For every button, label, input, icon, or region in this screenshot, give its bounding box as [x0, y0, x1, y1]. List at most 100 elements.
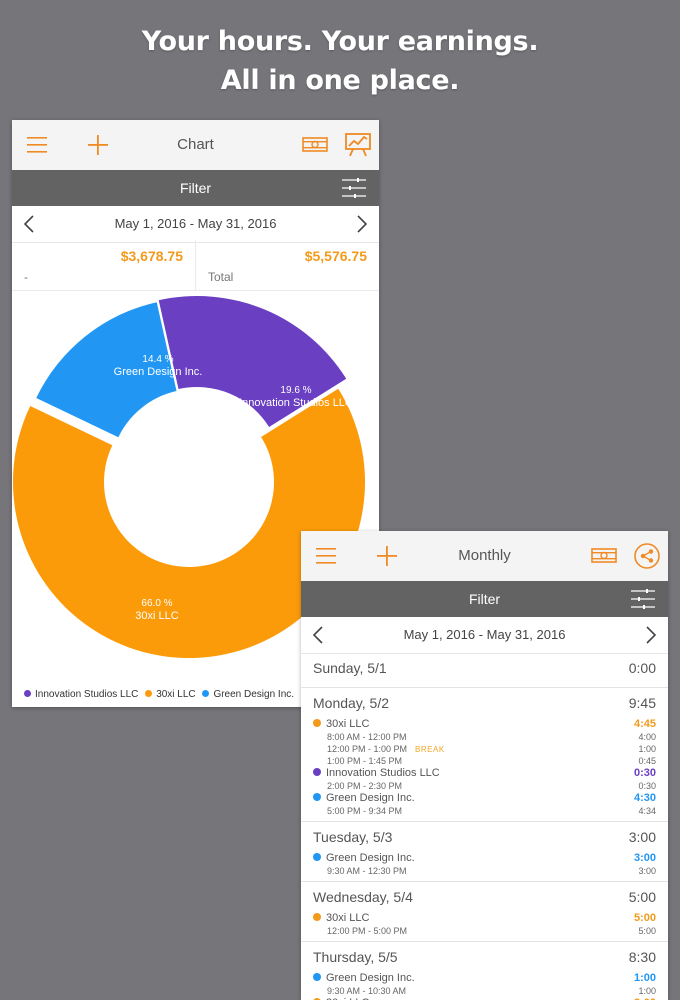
slice-label-30xi: 66.0 % 30xi LLC [82, 598, 232, 622]
legend-dot [24, 689, 31, 697]
time-row[interactable]: 9:30 AM - 10:30 AM 1:00 [313, 985, 656, 997]
day-header: Wednesday, 5/4 5:00 [313, 882, 656, 912]
legend-item: Innovation Studios LLC [24, 689, 138, 700]
time-row[interactable]: 9:30 AM - 12:30 PM 3:00 [313, 865, 656, 877]
day-total: 3:00 [628, 829, 656, 845]
time-range: 8:00 AM - 12:00 PM [327, 732, 407, 742]
client-name: Green Design Inc. [326, 792, 415, 804]
slice-name: 30xi LLC [135, 610, 179, 622]
sliders-icon[interactable] [630, 586, 656, 612]
totals-row: $3,678.75 - $5,576.75 Total [12, 240, 379, 291]
chevron-right-icon[interactable] [640, 625, 660, 645]
legend-dot [145, 689, 153, 697]
totals-cell: $5,576.75 Total [196, 240, 379, 290]
time-row[interactable]: 12:00 PM - 1:00 PM BREAK 1:00 [313, 743, 656, 755]
menu-icon[interactable] [25, 132, 51, 158]
time-row[interactable]: 5:00 PM - 9:34 PM 4:34 [313, 805, 656, 817]
chart-screen: Chart Filter May 1, 2016 - May 31 [12, 120, 379, 707]
client-entry[interactable]: Green Design Inc. 1:00 [313, 972, 656, 985]
slice-label-green: 14.4 % Green Design Inc. [83, 354, 233, 378]
money-icon[interactable] [590, 543, 618, 569]
client-color-dot [313, 913, 321, 922]
donut-slice[interactable] [12, 388, 365, 658]
add-icon[interactable] [374, 543, 400, 569]
chevron-left-icon[interactable] [309, 625, 329, 645]
monthly-toolbar: Monthly [301, 531, 668, 582]
client-color-dot [313, 998, 321, 1000]
page-title: Chart [177, 136, 214, 153]
amount: $5,576.75 [304, 248, 367, 264]
day-group[interactable]: Tuesday, 5/3 3:00 Green Design Inc. 3:00 9:3… [301, 822, 668, 882]
donut-slice[interactable] [158, 296, 347, 427]
client-name: 30xi LLC [326, 912, 370, 924]
client-color-dot [313, 853, 321, 862]
filter-bar[interactable]: Filter [12, 170, 379, 206]
client-entry[interactable]: Innovation Studios LLC 0:30 [313, 767, 656, 780]
headline-line-2: All in one place. [220, 65, 460, 96]
legend-label: Innovation Studios LLC [35, 689, 139, 700]
filter-label: Filter [179, 180, 212, 196]
time-row[interactable]: 1:00 PM - 1:45 PM 0:45 [313, 755, 656, 767]
row-hours: 3:00 [638, 866, 656, 876]
client-name: Green Design Inc. [326, 972, 415, 984]
chevron-left-icon[interactable] [20, 214, 40, 234]
slice-percent: 19.6 % [280, 385, 312, 396]
day-name: Monday, 5/2 [313, 695, 390, 711]
time-range: 5:00 PM - 9:34 PM [327, 806, 403, 816]
chart-legend: Innovation Studios LLC 30xi LLC Green De… [24, 689, 379, 707]
monthly-screen: Monthly Filter May [301, 531, 668, 1000]
day-total: 0:00 [628, 660, 656, 676]
slice-name: Innovation Studios LLC [239, 397, 353, 409]
presentation-chart-icon[interactable] [344, 130, 372, 158]
day-group[interactable]: Sunday, 5/1 0:00 [301, 653, 668, 688]
time-row[interactable]: 12:00 PM - 5:00 PM 5:00 [313, 925, 656, 937]
time-range: 12:00 PM - 1:00 PM [327, 744, 408, 754]
money-icon[interactable] [301, 132, 329, 158]
legend-label: 30xi LLC [156, 689, 196, 700]
client-entry[interactable]: 30xi LLC 5:00 [313, 912, 656, 925]
time-range: 2:00 PM - 2:30 PM [327, 781, 403, 791]
headline-line-1: Your hours. Your earnings. [141, 26, 539, 57]
date-range-bar: May 1, 2016 - May 31, 2016 [12, 206, 379, 243]
divider [195, 240, 196, 290]
row-hours: 0:45 [638, 756, 656, 766]
share-icon[interactable] [634, 543, 660, 569]
donut-slice[interactable] [36, 302, 177, 438]
donut-chart [12, 296, 365, 658]
chevron-right-icon[interactable] [351, 214, 371, 234]
day-group[interactable]: Monday, 5/2 9:45 30xi LLC 4:45 8:00 AM - 12:… [301, 688, 668, 822]
legend-item: Green Design Inc. [202, 689, 294, 700]
client-entry[interactable]: 30xi LLC 4:45 [313, 718, 656, 731]
client-entry[interactable]: Green Design Inc. 4:30 [313, 792, 656, 805]
client-hours: 0:30 [633, 767, 656, 779]
time-range: 9:30 AM - 10:30 AM [327, 986, 407, 996]
day-name: Tuesday, 5/3 [313, 829, 393, 845]
client-hours: 5:00 [633, 912, 656, 924]
menu-icon[interactable] [314, 543, 340, 569]
time-row[interactable]: 8:00 AM - 12:00 PM 4:00 [313, 731, 656, 743]
time-row[interactable]: 2:00 PM - 2:30 PM 0:30 [313, 780, 656, 792]
day-name: Sunday, 5/1 [313, 660, 387, 676]
client-hours: 4:45 [633, 718, 656, 730]
client-color-dot [313, 973, 321, 982]
break-tag: BREAK [415, 745, 445, 754]
time-range: 9:30 AM - 12:30 PM [327, 866, 407, 876]
client-entry[interactable]: 30xi LLC 3:00 [313, 997, 656, 1000]
client-name: Green Design Inc. [326, 852, 415, 864]
sliders-icon[interactable] [341, 175, 367, 201]
slice-label-innovation: 19.6 % Innovation Studios LLC [221, 385, 371, 409]
client-name: Innovation Studios LLC [326, 767, 440, 779]
day-total: 9:45 [628, 695, 656, 711]
client-entry[interactable]: Green Design Inc. 3:00 [313, 852, 656, 865]
chart-toolbar: Chart [12, 120, 379, 171]
time-range: 12:00 PM - 5:00 PM [327, 926, 408, 936]
client-color-dot [313, 719, 321, 728]
day-header: Sunday, 5/1 0:00 [313, 653, 656, 683]
day-group[interactable]: Wednesday, 5/4 5:00 30xi LLC 5:00 12:00 PM -… [301, 882, 668, 942]
totals-cell: $3,678.75 - [12, 240, 195, 290]
filter-bar[interactable]: Filter [301, 581, 668, 617]
row-hours: 4:00 [638, 732, 656, 742]
amount-label: - [24, 270, 28, 284]
add-icon[interactable] [85, 132, 111, 158]
day-group[interactable]: Thursday, 5/5 8:30 Green Design Inc. 1:00 9:… [301, 942, 668, 1000]
